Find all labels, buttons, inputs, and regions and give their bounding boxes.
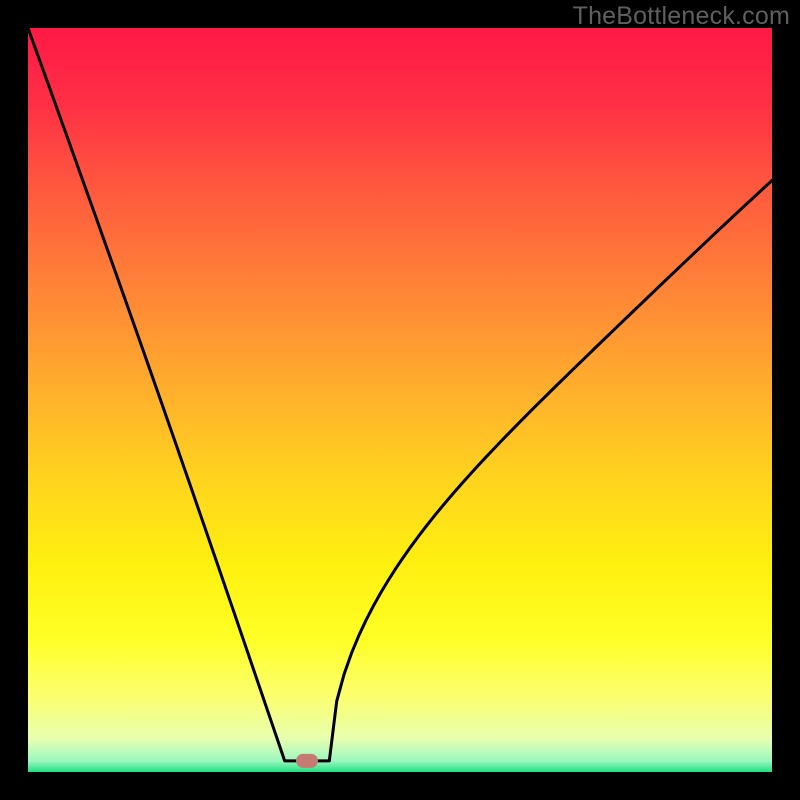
gradient-background xyxy=(28,28,772,772)
optimum-marker xyxy=(296,754,318,768)
watermark-text: TheBottleneck.com xyxy=(573,2,790,31)
bottleneck-chart xyxy=(28,28,772,772)
